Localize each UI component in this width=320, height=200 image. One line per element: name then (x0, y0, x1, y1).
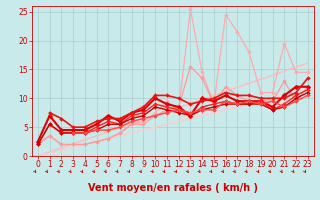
X-axis label: Vent moyen/en rafales ( km/h ): Vent moyen/en rafales ( km/h ) (88, 183, 258, 193)
